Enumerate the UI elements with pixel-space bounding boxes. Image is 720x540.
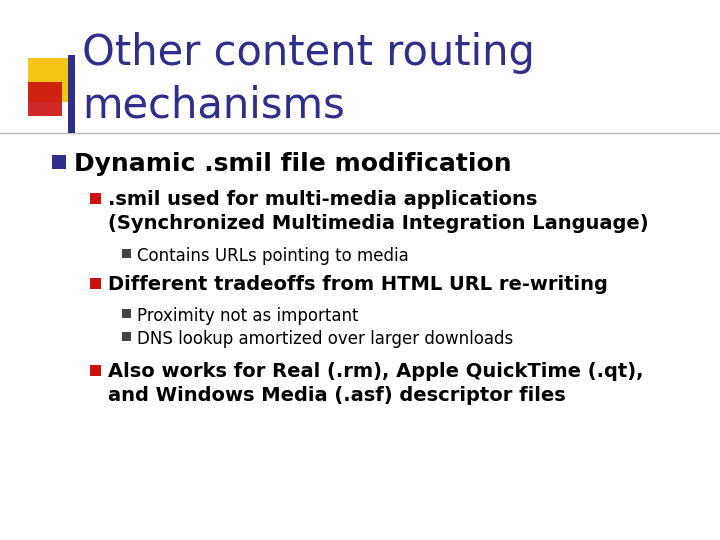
Text: .smil used for multi-media applications
(Synchronized Multimedia Integration Lan: .smil used for multi-media applications … (108, 190, 649, 233)
Text: mechanisms: mechanisms (82, 84, 345, 126)
Bar (122, 249, 131, 258)
Text: Contains URLs pointing to media: Contains URLs pointing to media (137, 247, 409, 265)
Bar (68, 55, 75, 133)
Bar (52, 155, 66, 169)
Text: DNS lookup amortized over larger downloads: DNS lookup amortized over larger downloa… (137, 330, 513, 348)
Text: Different tradeoffs from HTML URL re-writing: Different tradeoffs from HTML URL re-wri… (108, 275, 608, 294)
Bar (122, 309, 131, 318)
Bar (90, 278, 101, 289)
Text: Dynamic .smil file modification: Dynamic .smil file modification (74, 152, 512, 176)
Bar (90, 193, 101, 204)
Text: Also works for Real (.rm), Apple QuickTime (.qt),
and Windows Media (.asf) descr: Also works for Real (.rm), Apple QuickTi… (108, 362, 644, 405)
Text: Proximity not as important: Proximity not as important (137, 307, 359, 325)
Bar (28, 58, 72, 102)
Text: Other content routing: Other content routing (82, 32, 535, 74)
Bar (90, 365, 101, 376)
Bar (28, 82, 62, 116)
Bar (122, 332, 131, 341)
